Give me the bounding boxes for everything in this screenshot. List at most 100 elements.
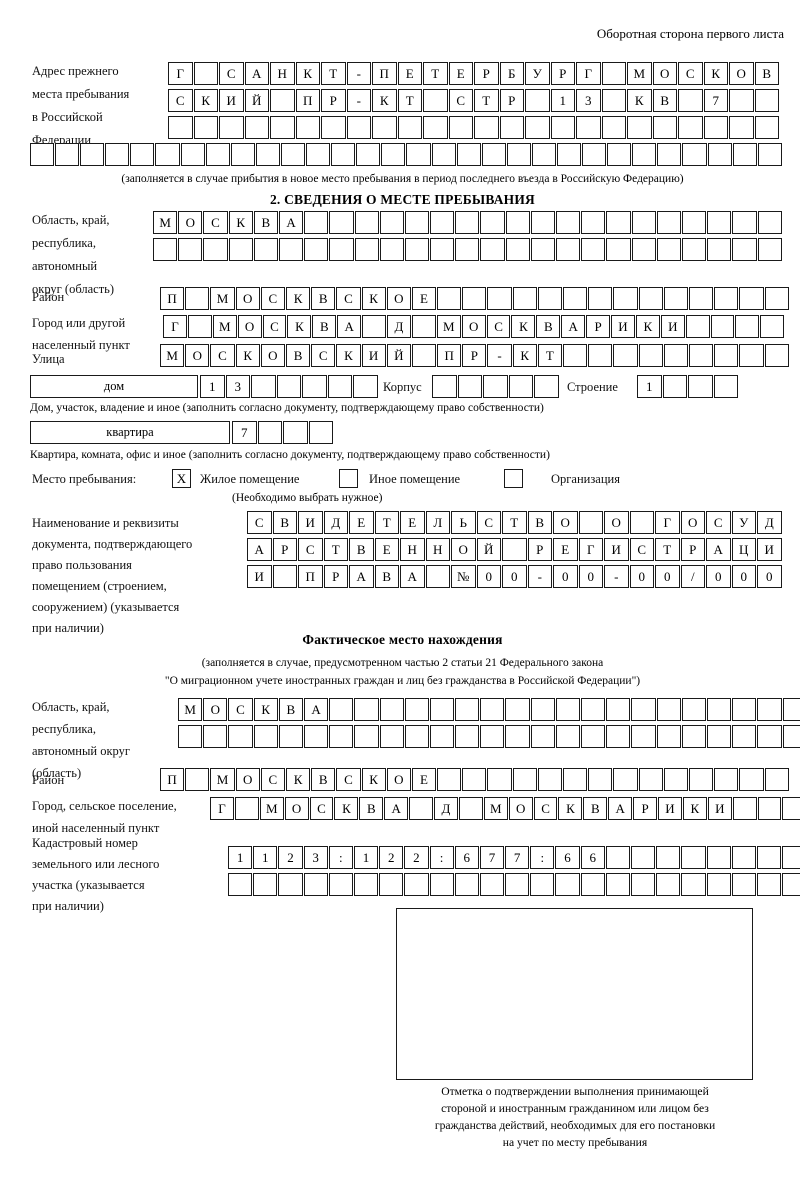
district-row-cell-5[interactable]: С [260, 287, 285, 310]
actual-region-row-2-cell-12[interactable] [455, 725, 480, 748]
document-row-1-cell-9[interactable]: Ь [451, 511, 476, 534]
actual-region-row-2-cell-21[interactable] [681, 725, 706, 748]
prev-address-row-3-cell-12[interactable] [448, 116, 473, 139]
street-row-cell-14[interactable]: - [487, 344, 512, 367]
document-row-2-cell-18[interactable]: Р [680, 538, 705, 561]
prev-address-row-1-cell-6[interactable]: К [295, 62, 320, 85]
city-row-cell-4[interactable]: О [237, 315, 262, 338]
prev-address-row-2-cell-9[interactable]: К [372, 89, 397, 112]
document-row-1-cell-3[interactable]: И [298, 511, 323, 534]
confirmation-stamp-area[interactable] [396, 908, 753, 1080]
city-row-cell-10[interactable]: Д [387, 315, 411, 338]
prev-address-row-2-cell-3[interactable]: И [219, 89, 244, 112]
document-row-2-cell-15[interactable]: И [604, 538, 629, 561]
document-row-1-cell-2[interactable]: В [272, 511, 297, 534]
prev-address-row-1-cell-19[interactable]: М [627, 62, 652, 85]
cadastral-row-1-cell-9[interactable]: : [429, 846, 454, 869]
actual-region-row-2-cell-17[interactable] [581, 725, 606, 748]
cadastral-row-2-cell-15[interactable] [580, 873, 605, 896]
prev-address-row-4-cell-12[interactable] [306, 143, 331, 166]
actual-region-row-1-cell-12[interactable] [455, 698, 480, 721]
prev-address-row-2-cell-6[interactable]: П [295, 89, 320, 112]
prev-address-row-4-cell-20[interactable] [506, 143, 531, 166]
cadastral-row-2-cell-13[interactable] [530, 873, 555, 896]
street-row-cell-24[interactable] [739, 344, 764, 367]
city-row-cell-21[interactable]: И [660, 315, 685, 338]
actual-district-row-cell-4[interactable]: О [235, 768, 260, 791]
document-row-2-cell-19[interactable]: А [706, 538, 731, 561]
prev-address-row-3-cell-10[interactable] [397, 116, 422, 139]
actual-city-row-cell-20[interactable]: К [682, 797, 707, 820]
street-row-cell-19[interactable] [613, 344, 638, 367]
region-row-2-cell-5[interactable] [253, 238, 278, 261]
document-row-3[interactable]: И П Р А В А № 0 0-0 0-0 0/0 0 0 [247, 565, 782, 588]
prev-address-row-2-cell-10[interactable]: Т [397, 89, 422, 112]
actual-district-row-cell-24[interactable] [739, 768, 764, 791]
prev-address-row-4-cell-10[interactable] [255, 143, 280, 166]
actual-region-row-1-cell-5[interactable]: В [278, 698, 303, 721]
actual-region-row-1-cell-6[interactable]: А [303, 698, 329, 721]
actual-region-row-1-cell-18[interactable] [606, 698, 631, 721]
prev-address-row-3-cell-9[interactable] [372, 116, 397, 139]
district-row-cell-9[interactable]: К [361, 287, 386, 310]
region-row-1-cell-9[interactable] [354, 211, 379, 234]
actual-region-row-1-cell-17[interactable] [581, 698, 606, 721]
street-row-cell-3[interactable]: С [210, 344, 235, 367]
document-row-1-cell-1[interactable]: С [247, 511, 272, 534]
district-row-cell-19[interactable] [613, 287, 638, 310]
actual-region-row-1-cell-7[interactable] [329, 698, 354, 721]
cadastral-row-2-cell-18[interactable] [656, 873, 681, 896]
actual-region-row-1-cell-9[interactable] [379, 698, 404, 721]
region-row-1-cell-15[interactable] [505, 211, 530, 234]
prev-address-row-3-cell-8[interactable] [346, 116, 371, 139]
prev-address-row-4-cell-23[interactable] [582, 143, 607, 166]
document-row-3-cell-11[interactable]: 0 [502, 565, 527, 588]
prev-address-row-4-cell-6[interactable] [155, 143, 180, 166]
region-row-2-cell-4[interactable] [228, 238, 253, 261]
city-row-cell-15[interactable]: К [511, 315, 536, 338]
document-row-2-cell-8[interactable]: Н [425, 538, 450, 561]
prev-address-row-3-cell-3[interactable] [219, 116, 244, 139]
document-row-1-cell-19[interactable]: С [706, 511, 731, 534]
house-number-cells-cell-7[interactable] [353, 375, 378, 398]
district-row-cell-8[interactable]: С [336, 287, 361, 310]
region-row-1-cell-7[interactable] [304, 211, 329, 234]
korpus-cells-cell-3[interactable] [483, 375, 508, 398]
prev-address-row-1-cell-7[interactable]: Т [321, 62, 346, 85]
prev-address-row-1-cell-12[interactable]: Е [448, 62, 473, 85]
prev-address-row-2-cell-12[interactable]: С [448, 89, 473, 112]
prev-address-row-3-cell-14[interactable] [499, 116, 524, 139]
cadastral-row-1-cell-23[interactable] [782, 846, 800, 869]
district-row-cell-16[interactable] [537, 287, 562, 310]
region-row-1-cell-16[interactable] [530, 211, 555, 234]
prev-address-row-2-cell-7[interactable]: Р [321, 89, 346, 112]
actual-city-row-cell-24[interactable] [782, 797, 800, 820]
region-row-2-cell-8[interactable] [329, 238, 354, 261]
actual-region-row-2-cell-7[interactable] [329, 725, 354, 748]
stroenie-cells-cell-3[interactable] [688, 375, 713, 398]
district-row-cell-24[interactable] [739, 287, 764, 310]
prev-address-row-1-cell-24[interactable]: В [754, 62, 779, 85]
prev-address-row-4-cell-9[interactable] [230, 143, 255, 166]
district-row-cell-17[interactable] [563, 287, 588, 310]
korpus-cells-cell-1[interactable] [432, 375, 457, 398]
flat-number-cells-cell-3[interactable] [283, 421, 308, 444]
prev-address-row-1-cell-3[interactable]: С [219, 62, 244, 85]
cadastral-row-2-cell-21[interactable] [731, 873, 756, 896]
region-row-2[interactable] [153, 238, 782, 261]
actual-region-row-2-cell-8[interactable] [354, 725, 379, 748]
actual-district-row-cell-5[interactable]: С [260, 768, 285, 791]
actual-region-row-1-cell-8[interactable] [354, 698, 379, 721]
actual-district-row-cell-25[interactable] [764, 768, 789, 791]
cadastral-row-1-cell-21[interactable] [731, 846, 756, 869]
document-row-1-cell-4[interactable]: Д [323, 511, 348, 534]
street-row-cell-15[interactable]: К [512, 344, 537, 367]
region-row-2-cell-1[interactable] [153, 238, 178, 261]
street-row-cell-20[interactable] [638, 344, 663, 367]
street-row-cell-10[interactable]: Й [386, 344, 411, 367]
cadastral-row-2-cell-10[interactable] [454, 873, 479, 896]
region-row-2-cell-9[interactable] [354, 238, 379, 261]
